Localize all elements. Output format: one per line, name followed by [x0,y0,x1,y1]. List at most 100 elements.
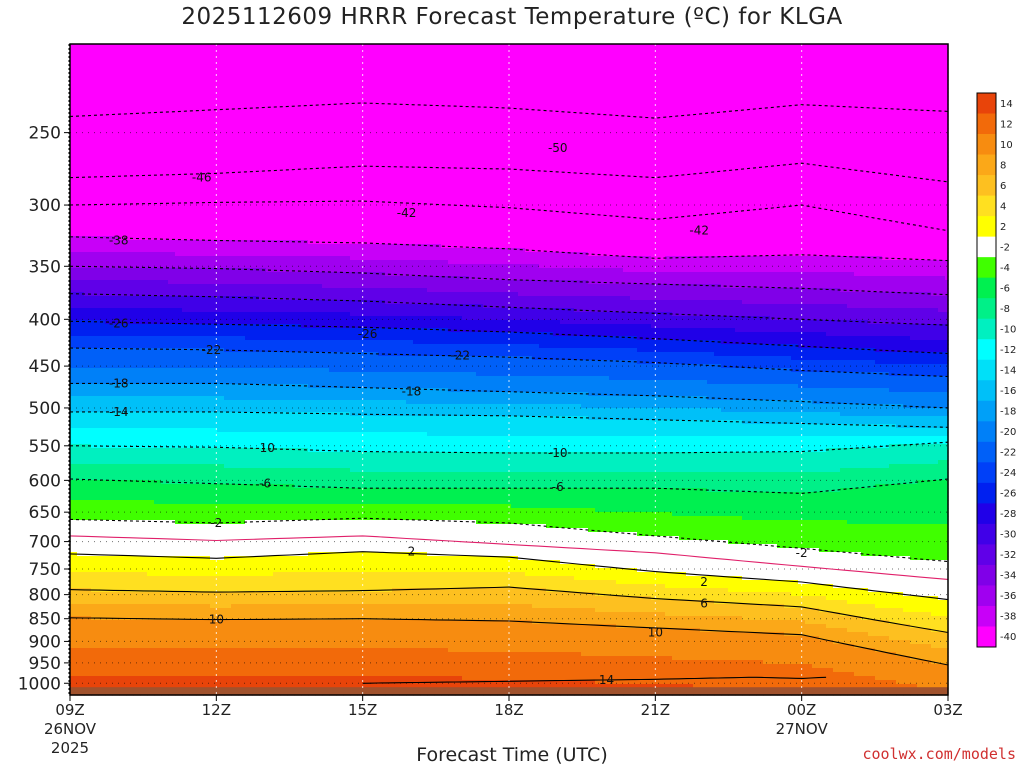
x-tick-label: 00Z [787,701,816,719]
y-tick-label: 650 [29,503,61,523]
x-tick-label: 21Z [641,701,670,719]
colorbar-bin [977,462,996,483]
y-tick-label: 600 [29,471,61,491]
colorbar-label: 4 [1000,201,1006,212]
contour-label: -18 [109,376,129,390]
colorbar-label: -12 [1000,345,1016,356]
x-tick-label: 09Z [55,701,84,719]
colorbar-bin [977,401,996,422]
colorbar-label: -28 [1000,509,1016,520]
contour-label: -6 [259,477,271,491]
x-tick-label: 12Z [202,701,231,719]
colorbar-label: 2 [1000,222,1006,233]
contour-label: 14 [599,673,614,687]
colorbar-bin [977,175,996,196]
contour-label: -26 [358,327,378,341]
x-tick-label: 18Z [494,701,523,719]
colorbar-label: -36 [1000,591,1016,602]
colorbar-bin [977,626,996,647]
colorbar-bin [977,442,996,463]
colorbar-label: -16 [1000,386,1016,397]
colorbar-bin [977,319,996,340]
contour-label: -42 [397,206,417,220]
colorbar-bin [977,421,996,442]
contour-label: -42 [689,224,709,238]
contour-label: 2 [408,545,416,559]
x-tick-date: 26NOV [44,720,97,738]
colorbar-bin [977,524,996,545]
colorbar-bin [977,237,996,258]
colorbar-label: -32 [1000,550,1016,561]
contour-label: 2 [700,575,708,589]
colorbar-bin [977,544,996,565]
contour-label: -18 [402,385,422,399]
colorbar-label: -8 [1000,304,1010,315]
colorbar-label: 10 [1000,140,1013,151]
colorbar-label: -40 [1000,632,1016,643]
colorbar-bin [977,360,996,381]
y-tick-label: 950 [29,654,61,674]
y-tick-label: 550 [29,437,61,457]
colorbar-label: 8 [1000,160,1006,171]
credit-text: coolwx.com/models [862,745,1016,763]
colorbar-bin [977,565,996,586]
colorbar-bin [977,93,996,114]
y-tick-label: 1000 [18,674,61,694]
colorbar-label: -20 [1000,427,1016,438]
y-tick-label: 400 [29,310,61,330]
colorbar-label: -10 [1000,324,1016,335]
x-tick-label: 03Z [933,701,962,719]
y-tick-label: 300 [29,196,61,216]
y-tick-label: 250 [29,124,61,144]
colorbar-bin [977,585,996,606]
colorbar-label: -14 [1000,366,1016,377]
colorbar-bin [977,278,996,299]
colorbar-label: -18 [1000,407,1016,418]
colorbar-label: -34 [1000,571,1016,582]
contour-label: 10 [209,613,224,627]
colorbar-bin [977,216,996,237]
x-tick-label: 15Z [348,701,377,719]
colorbar-bin [977,606,996,627]
contour-label: -38 [109,233,129,247]
colorbar-bin [977,155,996,176]
y-tick-label: 900 [29,632,61,652]
contour-label: 6 [700,596,708,610]
colorbar-bin [977,380,996,401]
colorbar-label: 14 [1000,99,1013,110]
colorbar-bin [977,196,996,217]
contour-label: -50 [548,141,568,155]
contour-label: 10 [648,625,663,639]
colorbar-label: -2 [1000,242,1010,253]
contour-label: -14 [109,405,129,419]
contour-label: -2 [796,546,808,560]
colorbar-bin [977,339,996,360]
contour-label: -26 [109,316,129,330]
y-tick-label: 500 [29,399,61,419]
colorbar-label: -26 [1000,489,1016,500]
colorbar-label: -38 [1000,612,1016,623]
y-tick-label: 800 [29,586,61,606]
colorbar-label: 12 [1000,119,1013,130]
contour-label: -10 [255,441,275,455]
colorbar-label: -30 [1000,530,1016,541]
y-tick-label: 450 [29,357,61,377]
y-tick-label: 850 [29,610,61,630]
contour-label: -2 [210,516,222,530]
colorbar: 1412108642-2-4-6-8-10-12-14-16-18-20-22-… [977,93,1016,647]
colorbar-label: -6 [1000,283,1010,294]
colorbar-label: -22 [1000,448,1016,459]
colorbar-bin [977,114,996,135]
colorbar-bin [977,134,996,155]
colorbar-label: -4 [1000,263,1010,274]
y-tick-label: 350 [29,257,61,277]
contour-label: -46 [192,171,212,185]
contour-label: -22 [450,348,470,362]
y-tick-label: 750 [29,560,61,580]
colorbar-bin [977,257,996,278]
contour-label: -6 [552,480,564,494]
colorbar-bin [977,503,996,524]
colorbar-bin [977,483,996,504]
contour-label: -10 [548,446,568,460]
